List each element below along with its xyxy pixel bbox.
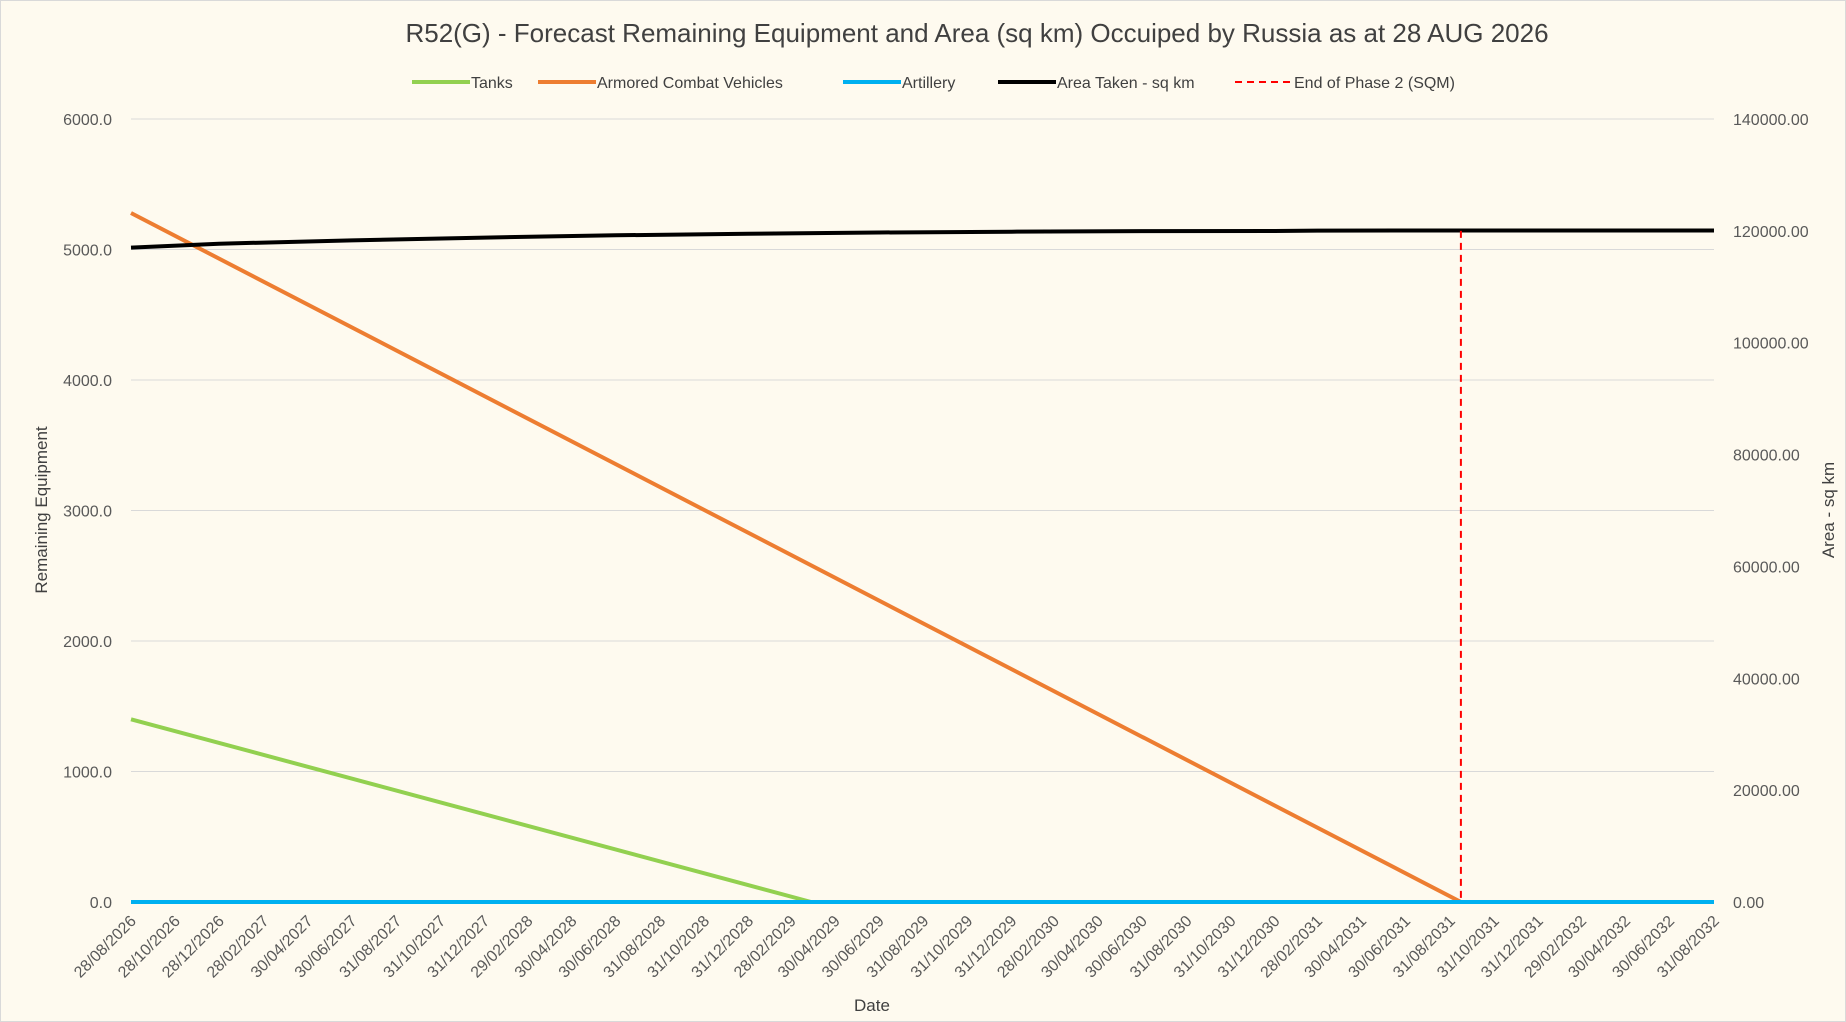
y2-tick-label: 20000.00 <box>1733 783 1800 800</box>
y2-tick-label: 100000.00 <box>1733 336 1809 353</box>
y2-tick-label: 120000.00 <box>1733 224 1809 241</box>
y-tick-label: 1000.0 <box>63 765 112 782</box>
series-line-armored-combat-vehicles <box>130 211 1714 904</box>
legend-label: Artillery <box>902 75 955 92</box>
legend-label: Tanks <box>471 75 513 92</box>
y-tick-label: 2000.0 <box>63 634 112 651</box>
legend-label: Armored Combat Vehicles <box>597 75 783 92</box>
y-tick-label: 4000.0 <box>63 373 112 390</box>
y-tick-label: 5000.0 <box>63 243 112 260</box>
y2-axis-title: Area - sq km <box>1819 462 1838 558</box>
legend: Tanks Armored Combat Vehicles Artillery Are… <box>412 75 1455 92</box>
y-axis-title: Remaining Equipment <box>32 426 51 594</box>
y-tick-label: 6000.0 <box>63 112 112 129</box>
series-line-end-of-phase-2-sqm <box>1459 230 1714 903</box>
y-axis-right: 0.00 20000.00 40000.00 60000.00 80000.00 1000… <box>1733 112 1809 912</box>
series-line-tanks <box>130 717 1714 904</box>
y2-tick-label: 60000.00 <box>1733 559 1800 576</box>
y-tick-label: 0.0 <box>90 895 112 912</box>
y2-tick-label: 140000.00 <box>1733 112 1809 129</box>
y2-tick-label: 40000.00 <box>1733 671 1800 688</box>
series-lines <box>130 211 1714 904</box>
y-axis-left: 0.0 1000.0 2000.0 3000.0 4000.0 5000.0 6000.0 <box>63 112 112 912</box>
x-axis-title: Date <box>854 996 890 1015</box>
chart-title: R52(G) - Forecast Remaining Equipment an… <box>405 18 1548 48</box>
x-axis: 28/08/202628/10/202628/12/202628/02/2027… <box>71 913 1723 982</box>
y2-tick-label: 80000.00 <box>1733 448 1800 465</box>
y2-tick-label: 0.00 <box>1733 895 1764 912</box>
series-line-area-taken-sq-km <box>130 228 1714 250</box>
legend-label: End of Phase 2 (SQM) <box>1294 75 1455 92</box>
legend-label: Area Taken - sq km <box>1057 75 1195 92</box>
y-tick-label: 3000.0 <box>63 504 112 521</box>
